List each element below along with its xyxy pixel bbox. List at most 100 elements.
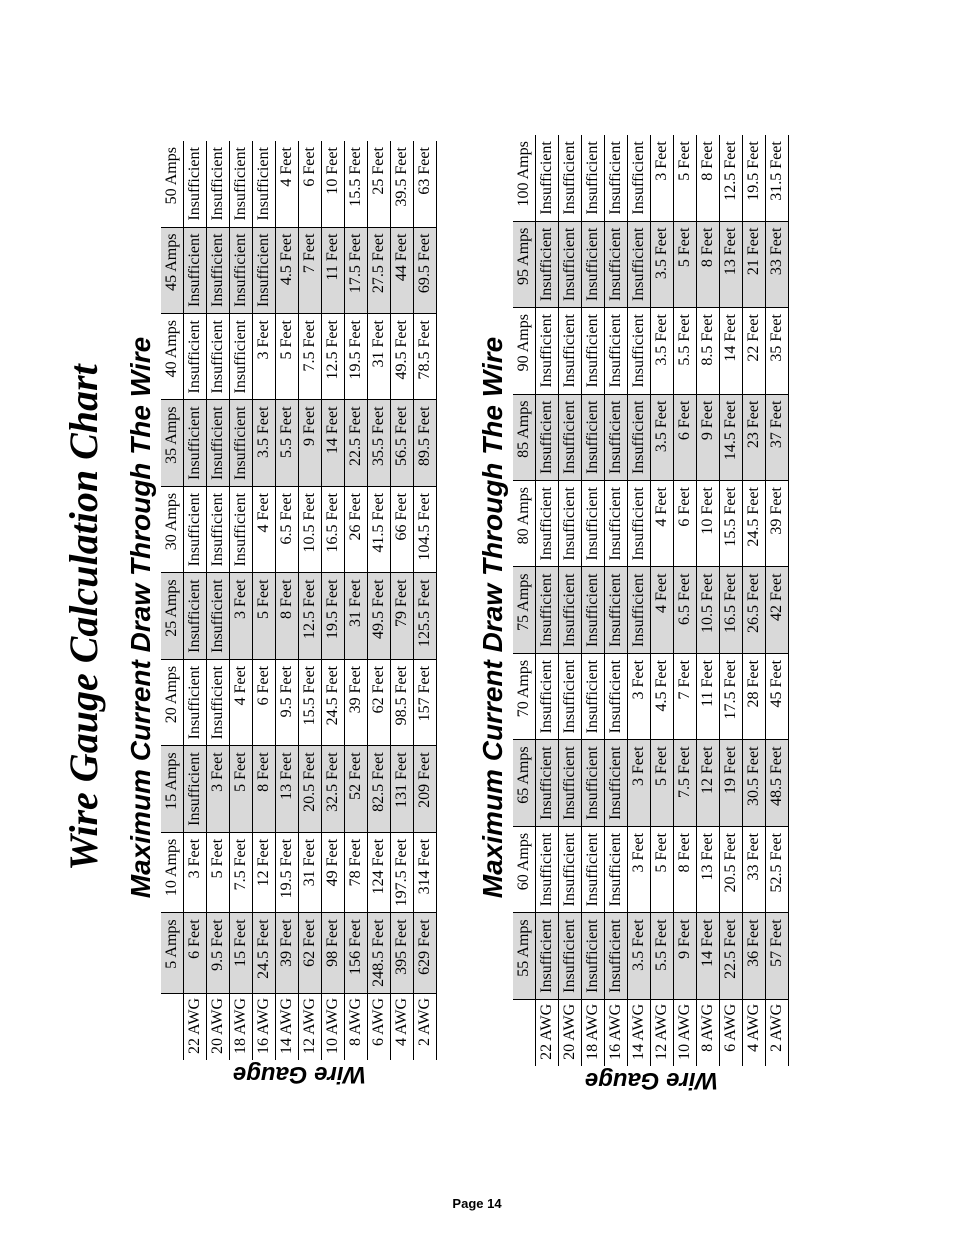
row-header: 10 AWG [322,993,345,1060]
data-cell: Insufficient [184,141,207,227]
table-row: 2 AWG57 Feet52.5 Feet48.5 Feet45 Feet42 … [766,135,789,1066]
data-cell: 8 Feet [697,221,720,307]
row-header: 4 AWG [391,993,414,1060]
data-cell: Insufficient [207,486,230,572]
table-row: 16 AWG24.5 Feet12 Feet8 Feet6 Feet5 Feet… [253,141,276,1060]
data-cell: Insufficient [536,308,559,394]
page-title: Wire Gauge Calculation Chart [60,70,107,1165]
data-cell: 7.5 Feet [299,314,322,400]
data-cell: 49.5 Feet [368,573,391,659]
data-cell: 98 Feet [322,913,345,994]
data-cell: 3.5 Feet [651,221,674,307]
data-cell: Insufficient [605,221,628,307]
data-cell: Insufficient [605,481,628,567]
data-cell: 19 Feet [720,740,743,826]
data-cell: 45 Feet [766,653,789,739]
data-cell: 62 Feet [368,659,391,745]
column-header: 80 Amps [513,481,536,567]
table-row: 18 AWG15 Feet7.5 Feet5 Feet4 Feet3 FeetI… [230,141,253,1060]
data-cell: 3.5 Feet [651,394,674,480]
data-cell: 8 Feet [674,826,697,912]
data-cell: 49.5 Feet [391,314,414,400]
data-cell: Insufficient [184,659,207,745]
data-cell: 12.5 Feet [720,135,743,221]
data-cell: Insufficient [230,141,253,227]
data-cell: Insufficient [628,221,651,307]
column-header: 55 Amps [513,913,536,999]
data-cell: 26.5 Feet [743,567,766,653]
row-header: 2 AWG [414,993,437,1060]
data-cell: Insufficient [605,826,628,912]
data-cell: 22 Feet [743,308,766,394]
data-cell: 7 Feet [299,227,322,313]
data-cell: 14 Feet [697,913,720,999]
column-header-blank [513,999,536,1066]
table-row: 10 AWG9 Feet8 Feet7.5 Feet7 Feet6.5 Feet… [674,135,697,1066]
data-cell: 5 Feet [276,314,299,400]
data-cell: Insufficient [230,227,253,313]
data-cell: 7.5 Feet [674,740,697,826]
data-cell: 104.5 Feet [414,486,437,572]
column-header: 25 Amps [161,573,184,659]
data-cell: 10 Feet [697,481,720,567]
data-cell: 89.5 Feet [414,400,437,486]
data-cell: 6 Feet [674,394,697,480]
data-cell: 12 Feet [253,832,276,913]
data-cell: Insufficient [536,913,559,999]
data-cell: 31 Feet [345,573,368,659]
data-cell: Insufficient [559,135,582,221]
data-cell: 49 Feet [322,832,345,913]
data-cell: Insufficient [536,653,559,739]
table-row: 12 AWG62 Feet31 Feet20.5 Feet15.5 Feet12… [299,141,322,1060]
data-cell: 8 Feet [253,746,276,832]
column-header: 70 Amps [513,653,536,739]
data-cell: 5.5 Feet [674,308,697,394]
data-cell: 39 Feet [766,481,789,567]
column-header: 35 Amps [161,400,184,486]
row-header: 18 AWG [582,999,605,1066]
data-cell: 33 Feet [743,826,766,912]
data-cell: Insufficient [605,913,628,999]
data-cell: 52 Feet [345,746,368,832]
data-cell: 57 Feet [766,913,789,999]
row-header: 6 AWG [720,999,743,1066]
row-header: 14 AWG [628,999,651,1066]
data-cell: 6 Feet [299,141,322,227]
data-cell: Insufficient [559,653,582,739]
data-cell: 4 Feet [230,659,253,745]
table-row: 22 AWG6 Feet3 FeetInsufficientInsufficie… [184,141,207,1060]
data-cell: 36 Feet [743,913,766,999]
data-cell: 23 Feet [743,394,766,480]
data-cell: 131 Feet [391,746,414,832]
data-cell: 6 Feet [674,481,697,567]
data-cell: 3 Feet [230,573,253,659]
table-row: 16 AWGInsufficientInsufficientInsufficie… [605,135,628,1066]
data-cell: 3.5 Feet [253,400,276,486]
data-cell: 56.5 Feet [391,400,414,486]
data-cell: 8 Feet [697,135,720,221]
data-cell: Insufficient [582,567,605,653]
data-cell: 13 Feet [720,221,743,307]
column-header: 10 Amps [161,832,184,913]
table-row: 18 AWGInsufficientInsufficientInsufficie… [582,135,605,1066]
page-number: Page 14 [0,1196,954,1211]
table-row: 22 AWGInsufficientInsufficientInsufficie… [536,135,559,1066]
data-cell: 3 Feet [628,826,651,912]
row-header: 20 AWG [207,993,230,1060]
data-cell: Insufficient [628,394,651,480]
data-cell: Insufficient [605,394,628,480]
data-cell: 13 Feet [697,826,720,912]
column-header: 50 Amps [161,141,184,227]
data-cell: Insufficient [207,400,230,486]
column-header: 85 Amps [513,394,536,480]
data-cell: 11 Feet [322,227,345,313]
table-row: 14 AWG39 Feet19.5 Feet13 Feet9.5 Feet8 F… [276,141,299,1060]
data-cell: 48.5 Feet [766,740,789,826]
row-header: 16 AWG [253,993,276,1060]
data-cell: Insufficient [605,135,628,221]
data-cell: 14 Feet [720,308,743,394]
table-row: 14 AWG3.5 Feet3 Feet3 Feet3 FeetInsuffic… [628,135,651,1066]
data-cell: Insufficient [184,573,207,659]
table-row: 20 AWG9.5 Feet5 Feet3 FeetInsufficientIn… [207,141,230,1060]
data-cell: 3.5 Feet [628,913,651,999]
